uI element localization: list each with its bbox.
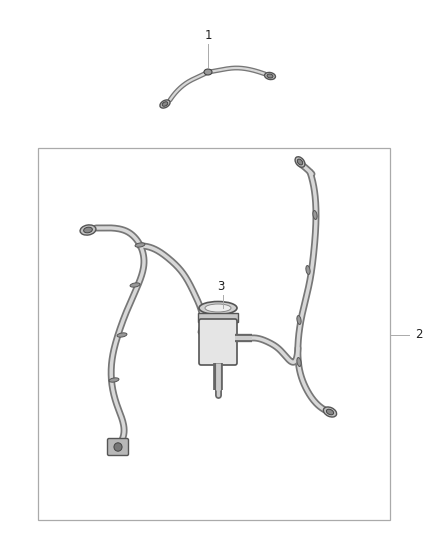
Bar [38, 148, 390, 520]
Ellipse shape [80, 225, 96, 235]
Ellipse shape [114, 443, 122, 451]
FancyBboxPatch shape [198, 313, 238, 322]
Ellipse shape [84, 227, 92, 233]
FancyBboxPatch shape [199, 319, 237, 365]
Text: 1: 1 [204, 29, 212, 42]
Ellipse shape [306, 265, 310, 274]
Ellipse shape [205, 304, 231, 312]
Ellipse shape [297, 159, 303, 165]
Ellipse shape [204, 69, 212, 75]
Ellipse shape [135, 243, 145, 247]
Ellipse shape [313, 211, 317, 220]
Ellipse shape [130, 283, 140, 287]
Ellipse shape [295, 157, 305, 167]
Text: 3: 3 [217, 280, 225, 293]
Text: 2: 2 [415, 328, 423, 342]
Ellipse shape [297, 316, 301, 325]
Ellipse shape [326, 409, 334, 415]
Ellipse shape [265, 72, 276, 79]
Ellipse shape [109, 378, 119, 382]
Ellipse shape [267, 74, 273, 78]
Ellipse shape [117, 333, 127, 337]
Ellipse shape [323, 407, 337, 417]
Ellipse shape [199, 302, 237, 314]
Ellipse shape [297, 358, 301, 367]
FancyBboxPatch shape [107, 439, 128, 456]
Ellipse shape [160, 100, 170, 108]
Ellipse shape [162, 102, 168, 106]
